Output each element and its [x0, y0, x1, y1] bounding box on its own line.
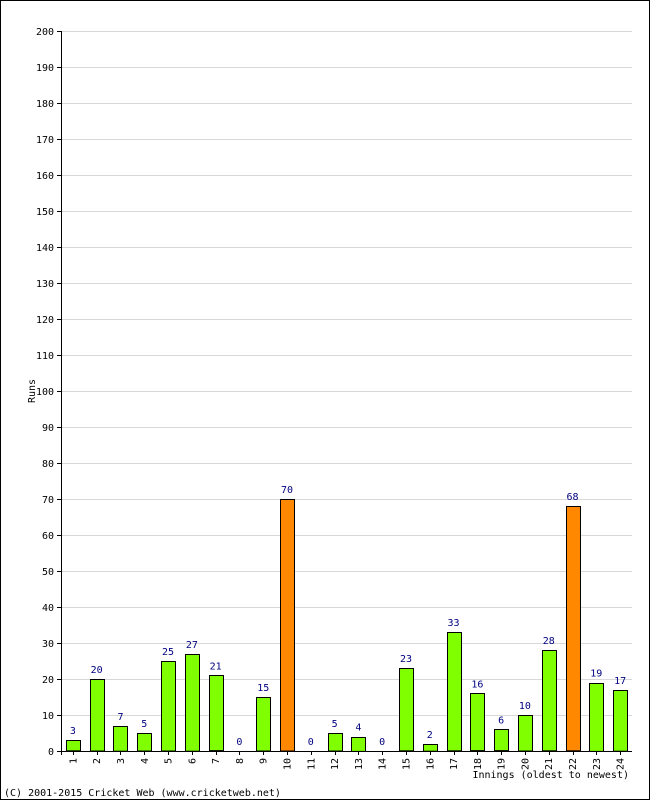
- data-label: 0: [379, 737, 385, 748]
- y-tick-label: 40: [42, 603, 54, 614]
- x-tick-label: 5: [164, 758, 175, 764]
- bars: [66, 499, 628, 752]
- x-tick-label: 17: [449, 758, 460, 770]
- bar: [518, 715, 533, 752]
- data-label: 5: [332, 719, 338, 730]
- bar: [209, 675, 224, 752]
- y-tick-label: 100: [36, 387, 54, 398]
- gridlines: [61, 31, 632, 716]
- bar: [351, 737, 366, 752]
- data-label: 0: [236, 737, 242, 748]
- bar: [566, 506, 581, 752]
- bar: [399, 668, 414, 752]
- y-tick-label: 170: [36, 135, 54, 146]
- x-tick-label: 16: [425, 758, 436, 770]
- data-label: 3: [70, 726, 76, 737]
- data-label: 0: [308, 737, 314, 748]
- x-axis-label: Innings (oldest to newest): [472, 770, 629, 781]
- bar: [280, 499, 295, 752]
- labels: 0102030405060708090100110120130140150160…: [36, 27, 627, 770]
- x-tick-label: 13: [354, 758, 365, 770]
- y-tick-label: 130: [36, 279, 54, 290]
- y-tick-label: 140: [36, 243, 54, 254]
- x-tick-label: 19: [497, 758, 508, 770]
- y-tick-label: 70: [42, 495, 54, 506]
- data-label: 5: [141, 719, 147, 730]
- y-tick-label: 0: [48, 747, 54, 758]
- bar: [328, 733, 343, 752]
- data-label: 33: [448, 618, 460, 629]
- x-tick-label: 1: [68, 758, 79, 764]
- x-tick-label: 7: [211, 758, 222, 764]
- bar: [161, 661, 176, 752]
- y-tick-label: 120: [36, 315, 54, 326]
- data-label: 28: [543, 636, 555, 647]
- data-label: 2: [427, 730, 433, 741]
- data-label: 16: [471, 679, 483, 690]
- x-tick-label: 10: [283, 758, 294, 770]
- x-tick-label: 24: [616, 758, 627, 770]
- y-tick-label: 80: [42, 459, 54, 470]
- data-label: 4: [355, 723, 361, 734]
- data-label: 27: [186, 640, 198, 651]
- x-tick-label: 4: [140, 758, 151, 764]
- bar: [113, 726, 128, 752]
- y-tick-label: 50: [42, 567, 54, 578]
- bar: [494, 729, 509, 752]
- bar: [90, 679, 105, 752]
- bar: [66, 740, 81, 752]
- data-label: 68: [566, 492, 578, 503]
- y-tick-label: 90: [42, 423, 54, 434]
- bar: [423, 744, 438, 752]
- data-label: 25: [162, 647, 174, 658]
- x-tick-label: 18: [473, 758, 484, 770]
- x-tick-label: 8: [235, 758, 246, 764]
- bar: [613, 690, 628, 752]
- x-tick-label: 2: [92, 758, 103, 764]
- y-tick-label: 190: [36, 63, 54, 74]
- x-tick-label: 20: [520, 758, 531, 770]
- bar: [185, 654, 200, 752]
- x-tick-label: 21: [544, 758, 555, 770]
- data-label: 10: [519, 701, 531, 712]
- y-tick-label: 10: [42, 711, 54, 722]
- y-tick-label: 60: [42, 531, 54, 542]
- x-tick-label: 23: [592, 758, 603, 770]
- bar: [256, 697, 271, 752]
- data-label: 17: [614, 676, 626, 687]
- data-label: 20: [91, 665, 103, 676]
- y-tick-label: 20: [42, 675, 54, 686]
- x-tick-label: 9: [259, 758, 270, 764]
- x-tick-label: 22: [568, 758, 579, 770]
- data-label: 15: [257, 683, 269, 694]
- y-tick-label: 200: [36, 27, 54, 38]
- data-label: 19: [590, 669, 602, 680]
- y-tick-label: 180: [36, 99, 54, 110]
- data-label: 6: [498, 715, 504, 726]
- y-tick-label: 150: [36, 207, 54, 218]
- x-tick-label: 6: [187, 758, 198, 764]
- axes: [57, 31, 632, 755]
- x-tick-label: 11: [306, 758, 317, 770]
- copyright-text: (C) 2001-2015 Cricket Web (www.cricketwe…: [4, 788, 281, 799]
- bar: [137, 733, 152, 752]
- data-label: 23: [400, 654, 412, 665]
- x-tick-label: 12: [330, 758, 341, 770]
- data-label: 21: [210, 661, 222, 672]
- y-tick-label: 30: [42, 639, 54, 650]
- x-tick-label: 14: [378, 758, 389, 770]
- data-label: 7: [117, 712, 123, 723]
- bar: [542, 650, 557, 752]
- data-label: 70: [281, 485, 293, 496]
- y-axis-label: Runs: [27, 379, 38, 403]
- x-tick-label: 15: [401, 758, 412, 770]
- y-tick-label: 160: [36, 171, 54, 182]
- bar: [447, 632, 462, 752]
- y-tick-label: 110: [36, 351, 54, 362]
- bar: [589, 683, 604, 752]
- x-tick-label: 3: [116, 758, 127, 764]
- bar: [470, 693, 485, 752]
